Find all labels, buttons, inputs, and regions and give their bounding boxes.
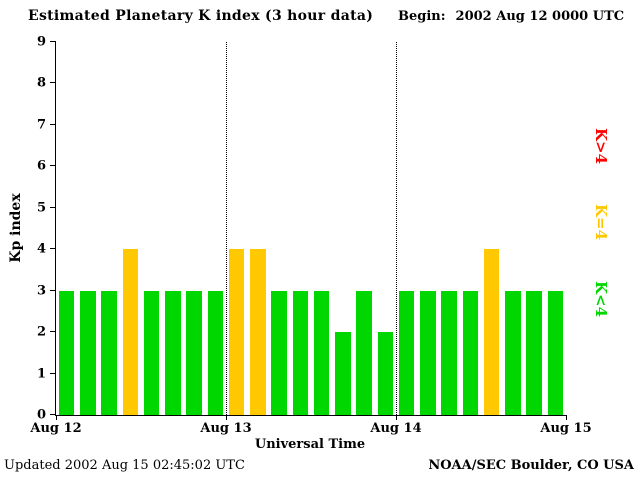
- y-tick-mark: [50, 41, 56, 42]
- kp-bar: [228, 249, 245, 415]
- kp-bar: [420, 290, 436, 415]
- legend-item-k-eq-4: K=4: [592, 203, 610, 241]
- y-tick-mark: [50, 289, 56, 291]
- x-tick-mark: [226, 415, 227, 420]
- kp-bar: [80, 290, 96, 415]
- y-tick-mark: [50, 414, 56, 415]
- y-tick-label: 9: [36, 34, 46, 50]
- day-divider-line: [226, 42, 227, 415]
- plot-area: 0 1 2 3 4 5 6 7 8 9 Aug 12 Aug 13 Aug 14 Aug 15: [30, 36, 591, 437]
- x-tick-mark: [56, 415, 57, 420]
- chart-title: Estimated Planetary K index (3 hour data…: [28, 8, 374, 24]
- x-tick-label: Aug 13: [200, 421, 252, 436]
- y-tick-label: 6: [36, 158, 46, 174]
- legend-item-k-lt-4: K<4: [592, 280, 610, 318]
- kp-bar: [441, 290, 457, 415]
- kp-bar: [526, 290, 542, 415]
- kp-bar: [58, 290, 75, 415]
- y-tick-label: 1: [36, 366, 46, 382]
- day-divider-line: [396, 42, 397, 415]
- x-tick-label: Aug 12: [30, 421, 82, 436]
- begin-label: Begin:: [398, 9, 446, 24]
- kp-bar: [547, 290, 564, 415]
- kp-bar: [356, 290, 372, 415]
- y-tick-mark: [50, 248, 56, 250]
- y-tick-mark: [50, 331, 56, 333]
- y-tick-label: 7: [36, 117, 46, 133]
- kp-bar: [462, 290, 479, 415]
- x-tick-label: Aug 14: [370, 421, 422, 436]
- begin-timestamp: Begin: 2002 Aug 12 0000 UTC: [398, 9, 624, 24]
- kp-bar: [313, 290, 330, 415]
- kp-bar: [186, 290, 202, 415]
- kp-bar: [143, 290, 160, 415]
- legend-item-k-gt-4: K>4: [592, 127, 610, 165]
- x-tick-mark: [566, 415, 567, 420]
- kp-bar: [122, 249, 139, 415]
- x-tick-label: Aug 15: [540, 421, 592, 436]
- kp-bar: [377, 332, 394, 415]
- kp-bar: [207, 290, 224, 415]
- y-tick-mark: [50, 206, 56, 208]
- source-attribution: NOAA/SEC Boulder, CO USA: [428, 458, 634, 473]
- y-tick-mark: [50, 82, 56, 84]
- y-tick-label: 8: [36, 75, 46, 91]
- kp-bar: [505, 290, 521, 415]
- y-tick-mark: [50, 165, 56, 167]
- kp-bar: [398, 290, 415, 415]
- y-tick-mark: [50, 123, 56, 125]
- y-tick-label: 5: [36, 200, 46, 216]
- begin-value: 2002 Aug 12 0000 UTC: [455, 9, 625, 24]
- x-axis-title: Universal Time: [254, 437, 366, 452]
- updated-timestamp: Updated 2002 Aug 15 02:45:02 UTC: [4, 458, 245, 473]
- kp-bar: [271, 290, 287, 415]
- x-tick-mark: [396, 415, 397, 420]
- kp-bar: [335, 332, 351, 415]
- kp-bar: [483, 249, 500, 415]
- kp-bar: [292, 290, 309, 415]
- kp-bar: [101, 290, 117, 415]
- y-tick-label: 2: [36, 324, 46, 340]
- kp-bar: [165, 290, 181, 415]
- y-tick-label: 4: [36, 241, 46, 257]
- y-tick-label: 3: [36, 283, 46, 299]
- y-tick-label: 0: [36, 407, 46, 423]
- kp-bar: [250, 249, 266, 415]
- y-tick-mark: [50, 372, 56, 374]
